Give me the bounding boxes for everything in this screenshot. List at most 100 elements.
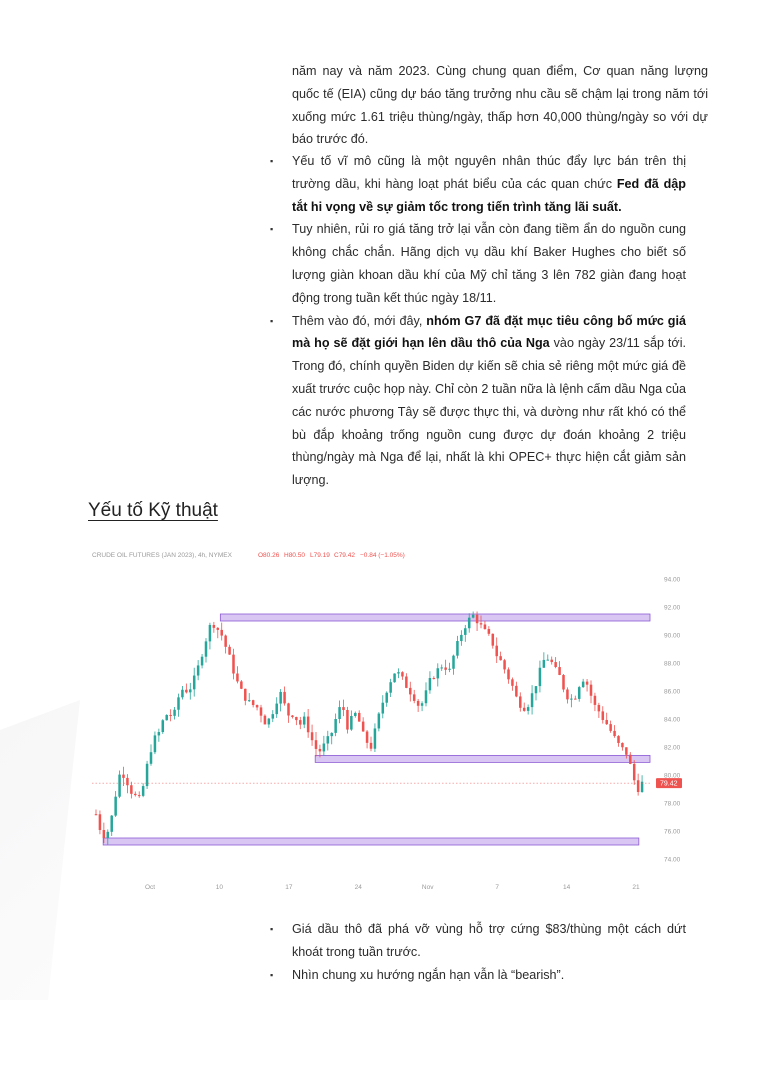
candle-body — [141, 786, 145, 796]
candle-body — [130, 785, 133, 794]
candle-body — [581, 681, 585, 688]
section-heading: Yếu tố Kỹ thuật — [88, 500, 218, 521]
candle-body — [189, 689, 192, 693]
candle-body — [208, 624, 212, 642]
candle-body — [534, 686, 538, 694]
candle-body — [126, 777, 129, 786]
candle-body — [228, 646, 231, 655]
candle-body — [440, 667, 443, 669]
background-watermark — [0, 700, 80, 1000]
y-tick-label: 78.00 — [664, 801, 681, 808]
candle-body — [357, 712, 361, 722]
candle-body — [609, 724, 612, 731]
candle-body — [562, 674, 565, 690]
candle-body — [377, 713, 381, 729]
candle-body — [601, 711, 605, 720]
candle-body — [577, 687, 581, 699]
candle-body — [369, 742, 373, 749]
candle-body — [275, 703, 278, 715]
x-tick-label: 24 — [355, 884, 363, 891]
candle-body — [122, 774, 125, 778]
candle-body — [94, 814, 98, 816]
ohlc-close: C79.42 — [334, 552, 355, 559]
zone-resistance-0 — [219, 613, 651, 622]
candle-body — [574, 698, 577, 700]
candle-body — [287, 703, 290, 716]
bullet-item-fed: Yếu tố vĩ mô cũng là một nguyên nhân thú… — [270, 150, 686, 218]
candle-body — [636, 780, 640, 793]
candle-body — [471, 614, 475, 618]
candle-body — [291, 715, 294, 717]
candle-body — [420, 703, 424, 706]
bullet-item-g7: Thêm vào đó, mới đây, nhóm G7 đã đặt mục… — [270, 310, 686, 492]
candle-body — [452, 655, 455, 669]
candle-body — [295, 716, 298, 721]
candle-body — [232, 654, 235, 674]
y-tick-label: 82.00 — [664, 745, 681, 752]
y-tick-label: 84.00 — [664, 717, 681, 724]
candle-body — [589, 684, 593, 696]
candle-body — [401, 672, 404, 677]
candle-body — [460, 634, 463, 642]
candle-body — [613, 730, 616, 737]
candle-body — [405, 676, 408, 688]
zone-support-1 — [314, 754, 651, 763]
candle-body — [306, 716, 310, 733]
candle-body — [334, 719, 337, 733]
candle-body — [448, 668, 451, 670]
candle-body — [346, 710, 349, 730]
candle-body — [409, 687, 412, 695]
candle-body — [464, 628, 467, 635]
ohlc-low: L79.19 — [310, 552, 330, 559]
candle-body — [177, 697, 180, 710]
candle-body — [597, 704, 601, 712]
candle-body — [444, 667, 447, 670]
candle-body — [350, 715, 353, 730]
x-tick-label: 17 — [285, 884, 293, 891]
candle-body — [519, 696, 522, 708]
candle-body — [491, 633, 495, 646]
bullet-list: Yếu tố vĩ mô cũng là một nguyên nhân thú… — [270, 150, 686, 492]
candle-body — [338, 707, 341, 720]
candle-body — [495, 645, 498, 657]
candle-body — [499, 656, 502, 661]
candle-body — [185, 689, 188, 693]
candle-body — [244, 688, 247, 701]
candle-body — [424, 690, 428, 704]
candle-body — [204, 641, 208, 657]
conclusion-item-bearish: Nhìn chung xu hướng ngắn hạn vẫn là “bea… — [270, 964, 686, 987]
candle-body — [381, 702, 385, 714]
candle-body — [196, 665, 200, 676]
candle-body — [558, 667, 561, 675]
candle-body — [326, 736, 330, 744]
candle-body — [145, 763, 149, 787]
candle-body — [522, 707, 526, 711]
candle-body — [397, 672, 400, 674]
candle-body — [98, 814, 102, 831]
x-tick-label: 21 — [632, 884, 640, 891]
candle-body — [530, 693, 534, 708]
candle-body — [247, 700, 251, 702]
candle-body — [224, 635, 227, 647]
candle-body — [475, 614, 479, 624]
y-tick-label: 76.00 — [664, 829, 681, 836]
candle-body — [436, 668, 440, 679]
candle-body — [515, 685, 518, 697]
x-tick-label: Nov — [422, 884, 434, 891]
candle-body — [593, 695, 597, 705]
candle-body — [629, 754, 632, 764]
candle-body — [200, 656, 204, 666]
bullet-item-baker-hughes: Tuy nhiên, rủi ro giá tăng trở lại vẫn c… — [270, 218, 686, 309]
candle-body — [302, 716, 306, 725]
ohlc-high: H80.50 — [284, 552, 305, 559]
x-tick-label: 14 — [563, 884, 571, 891]
candle-body — [385, 692, 388, 703]
candle-body — [263, 715, 267, 725]
y-tick-label: 92.00 — [664, 605, 681, 612]
candle-body — [511, 679, 514, 686]
candle-body — [483, 624, 487, 630]
candle-body — [621, 742, 624, 748]
candle-body — [216, 627, 220, 630]
candle-body — [373, 728, 377, 749]
candlestick-chart: CRUDE OIL FUTURES (JAN 2023), 4h, NYMEX … — [88, 543, 686, 895]
